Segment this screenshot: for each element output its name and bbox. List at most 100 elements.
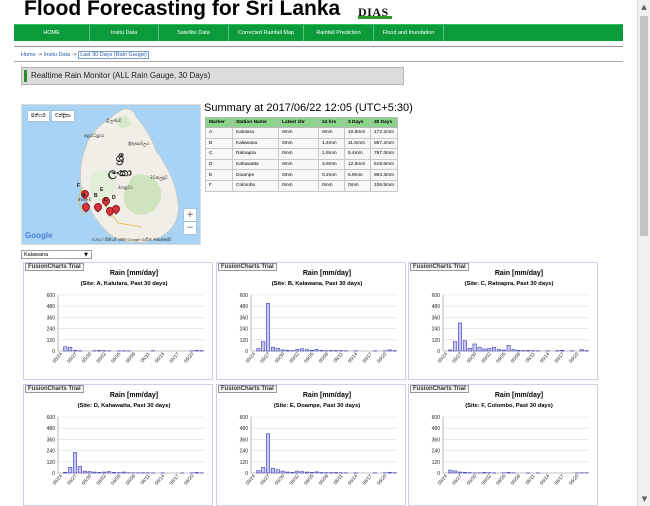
rain-chart[interactable]: Rain [mm/day] (Site: F, Colombo, Past 30 … bbox=[408, 384, 598, 506]
scroll-up-icon[interactable]: ▲ bbox=[641, 3, 647, 11]
x-tick-label: 06/14 bbox=[347, 351, 360, 364]
table-cell: A bbox=[205, 127, 233, 139]
x-tick-label: 06/20 bbox=[376, 473, 389, 486]
nav-home[interactable]: HOME bbox=[14, 25, 90, 41]
data-bar bbox=[516, 349, 521, 352]
y-tick-label: 600 bbox=[432, 415, 441, 421]
scroll-down-icon[interactable]: ▼ bbox=[641, 495, 648, 503]
data-bar bbox=[492, 346, 497, 352]
data-bar bbox=[290, 472, 295, 474]
data-bar bbox=[82, 470, 87, 474]
data-bar bbox=[107, 471, 112, 474]
table-cell: 0mm bbox=[278, 137, 319, 150]
data-bar bbox=[280, 349, 285, 352]
y-tick-label: 480 bbox=[432, 426, 441, 432]
chart-canvas: Rain [mm/day] (Site: F, Colombo, Past 30 … bbox=[432, 392, 589, 486]
nav-rainfall-prediction[interactable]: Rainfall Prediction bbox=[304, 25, 374, 41]
table-cell: 857.2mm bbox=[370, 137, 398, 150]
vertical-scrollbar[interactable]: ▲ ▼ bbox=[637, 0, 650, 506]
table-cell: Ratnapra bbox=[232, 148, 279, 160]
rain-chart[interactable]: Rain [mm/day] (Site: A, Kalutara, Past 30… bbox=[23, 262, 213, 380]
map-copyright[interactable]: ©2017 සිතියම් දත්ත Google භාවිත කොන්දේසි bbox=[92, 237, 171, 242]
zoom-in-button[interactable]: + bbox=[184, 209, 196, 221]
table-cell: 984.3mm bbox=[370, 169, 398, 181]
rain-chart[interactable]: Rain [mm/day] (Site: C, Ratnapra, Past 30… bbox=[408, 262, 598, 380]
chart-title: Rain [mm/day] bbox=[495, 270, 543, 277]
nav-corrected-rainfall-map[interactable]: Corrected Rainfall Map bbox=[229, 25, 304, 41]
nav-flood-inundation[interactable]: Flood and Inundation bbox=[374, 25, 444, 41]
y-tick-label: 0 bbox=[52, 349, 55, 355]
data-bar bbox=[97, 472, 102, 474]
y-tick-label: 360 bbox=[432, 315, 441, 321]
x-tick-label: 06/05 bbox=[303, 351, 316, 364]
table-cell: 3.8mm bbox=[318, 158, 345, 171]
x-tick-label: 06/05 bbox=[303, 473, 316, 486]
table-cell: 172.2mm bbox=[370, 127, 398, 139]
data-bar bbox=[261, 341, 266, 352]
table-cell: Kahawatta bbox=[232, 158, 279, 171]
chart-trial-label: FusionCharts Trial bbox=[218, 385, 277, 393]
section-header: Realtime Rain Monitor (ALL Rain Gauge, 3… bbox=[21, 67, 404, 85]
x-tick-label: 06/02 bbox=[288, 351, 301, 364]
breadcrumb-insitu[interactable]: Insitu Data bbox=[43, 52, 71, 58]
data-bar bbox=[487, 348, 492, 352]
y-tick-label: 480 bbox=[47, 304, 56, 310]
data-bar bbox=[63, 471, 68, 474]
table-cell: F bbox=[205, 179, 233, 192]
rain-chart[interactable]: Rain [mm/day] (Site: E, Doampe, Past 30 d… bbox=[216, 384, 406, 506]
y-tick-label: 240 bbox=[47, 449, 56, 455]
zoom-out-button[interactable]: − bbox=[184, 222, 196, 234]
breadcrumb-sep: -> bbox=[37, 52, 43, 58]
nav-insitu-data[interactable]: Insitu Data bbox=[90, 25, 159, 41]
map-tab-map[interactable]: සිතියම bbox=[28, 111, 49, 121]
table-cell: 12.8mm bbox=[344, 158, 371, 171]
x-tick-label: 05/30 bbox=[81, 473, 94, 486]
data-bar bbox=[458, 471, 463, 474]
rain-chart[interactable]: Rain [mm/day] (Site: D, Kahawatta, Past 3… bbox=[23, 384, 213, 506]
breadcrumb: Home -> Insitu Data -> Last 30 Days (Rai… bbox=[21, 51, 149, 59]
rain-chart[interactable]: Rain [mm/day] (Site: B, Kalawana, Past 30… bbox=[216, 262, 406, 380]
x-tick-label: 06/08 bbox=[318, 351, 331, 364]
y-tick-label: 240 bbox=[432, 327, 441, 333]
station-map[interactable]: සිතියම චන්ද්‍රිකා ශ්‍රී ලංකාව අනුරාධපුරය… bbox=[21, 104, 201, 245]
data-bar bbox=[387, 349, 392, 352]
data-bar bbox=[266, 433, 271, 474]
data-bar bbox=[275, 469, 280, 474]
column-header: 24 hrs bbox=[318, 117, 345, 128]
y-tick-label: 0 bbox=[437, 471, 440, 477]
x-tick-label: 06/05 bbox=[110, 351, 123, 364]
breadcrumb-home[interactable]: Home bbox=[21, 52, 36, 58]
x-tick-label: 06/14 bbox=[154, 473, 167, 486]
breadcrumb-current[interactable]: Last 30 Days (Rain Gauge) bbox=[78, 51, 149, 59]
x-tick-label: 05/27 bbox=[259, 351, 272, 364]
x-tick-label: 06/14 bbox=[539, 351, 552, 364]
data-bar bbox=[387, 471, 392, 474]
y-tick-label: 360 bbox=[432, 437, 441, 443]
map-tab-satellite[interactable]: චන්ද්‍රිකා bbox=[52, 111, 74, 121]
station-select[interactable]: Kalawana ▼ bbox=[21, 250, 92, 259]
data-bar bbox=[448, 469, 453, 474]
scrollbar-thumb[interactable] bbox=[640, 16, 648, 236]
chart-title: Rain [mm/day] bbox=[110, 270, 158, 277]
x-tick-label: 05/30 bbox=[81, 351, 94, 364]
y-tick-label: 480 bbox=[240, 304, 249, 310]
table-row: B Kalawana 0mm 1.4mm 11.6mm 857.2mm bbox=[205, 137, 398, 150]
chart-trial-label: FusionCharts Trial bbox=[25, 385, 84, 393]
logo-underline bbox=[358, 16, 392, 19]
y-tick-label: 480 bbox=[240, 426, 249, 432]
x-tick-label: 06/02 bbox=[480, 473, 493, 486]
nav-satellite-data[interactable]: Satellite Data bbox=[159, 25, 229, 41]
data-bar bbox=[472, 343, 477, 352]
table-cell: 0mm bbox=[278, 169, 319, 181]
data-bar bbox=[295, 470, 300, 474]
data-bar bbox=[256, 348, 261, 352]
map-place-label: අනුරාධපුරය bbox=[84, 133, 105, 138]
table-row: E Doampe 0mm 0.2mm 5.8mm 984.3mm bbox=[205, 169, 398, 181]
chart-subtitle: (Site: E, Doampe, Past 30 days) bbox=[274, 403, 360, 409]
summary-table: Marker Station Name Latest 1hr 24 hrs 3 … bbox=[205, 117, 398, 192]
table-cell: 0mm bbox=[278, 179, 319, 192]
data-bar bbox=[309, 349, 314, 352]
y-tick-label: 120 bbox=[432, 338, 441, 344]
map-marker-label: A bbox=[82, 193, 86, 199]
table-header-row: Marker Station Name Latest 1hr 24 hrs 3 … bbox=[205, 117, 398, 128]
